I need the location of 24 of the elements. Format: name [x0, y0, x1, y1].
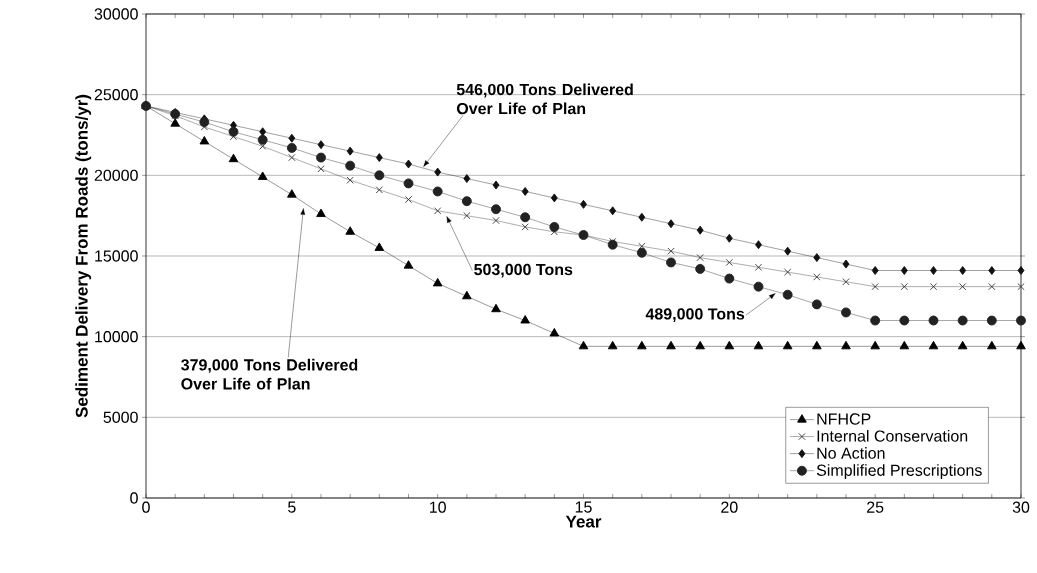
- y-tick-label: 30000: [94, 8, 138, 20]
- x-tick-label: 30: [1012, 501, 1030, 513]
- annotation: 503,000 Tons: [474, 263, 573, 278]
- x-tick-label: 15: [575, 501, 592, 513]
- y-tick-label: 25000: [94, 89, 138, 101]
- y-tick-label: 15000: [95, 250, 138, 262]
- y-tick-label: 10000: [95, 331, 138, 343]
- annotation: 546,000 Tons Delivered Over Life of Plan: [456, 83, 633, 115]
- x-tick-label: 10: [430, 501, 446, 513]
- legend-label: NFHCP: [817, 413, 871, 425]
- legend-label: No Action: [817, 447, 885, 459]
- y-tick-label: 0: [130, 492, 138, 504]
- legend-label: Internal Conservation: [817, 429, 968, 442]
- y-tick-label: 20000: [94, 169, 138, 181]
- x-tick-label: 20: [721, 501, 738, 513]
- x-tick-label: 0: [142, 501, 150, 513]
- annotation: 379,000 Tons Delivered Over Life of Plan: [181, 358, 358, 390]
- y-tick-label: 5000: [103, 411, 138, 423]
- annotation: 489,000 Tons: [645, 308, 745, 322]
- x-axis-title: Year: [565, 515, 602, 528]
- legend-label: Simplified Prescriptions: [816, 464, 982, 480]
- x-tick-label: 5: [288, 501, 296, 513]
- y-axis-title: Sediment Delivery From Roads (tons/yr): [75, 94, 92, 418]
- x-tick-label: 25: [867, 501, 884, 513]
